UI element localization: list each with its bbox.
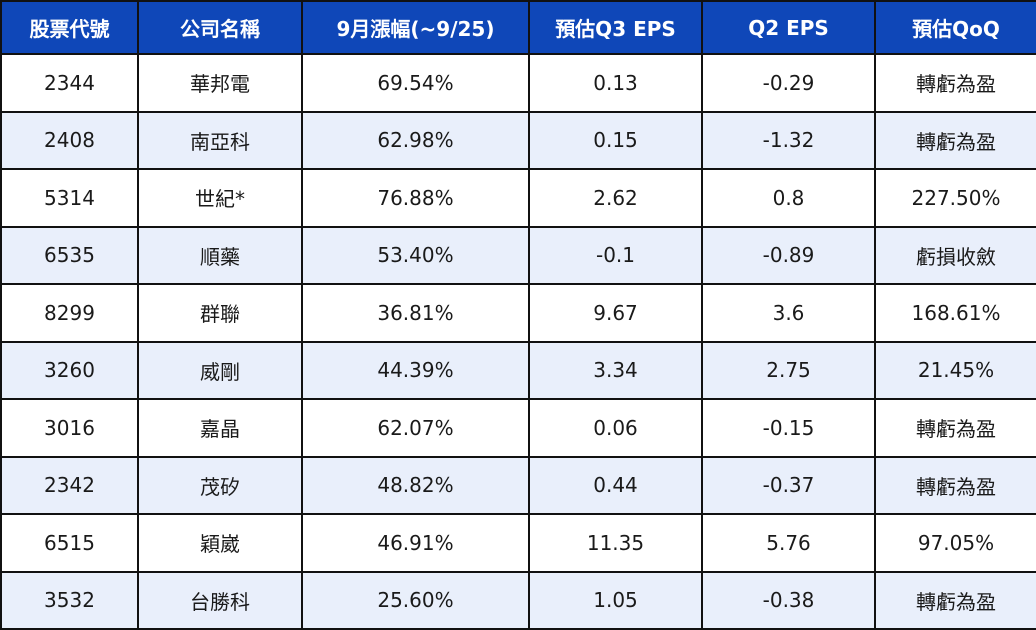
cell-company-name: 威剛 [137, 340, 303, 400]
cell-est-qoq: 轉虧為盈 [874, 53, 1036, 113]
cell-est-q3-eps: 0.06 [528, 398, 703, 458]
cell-est-qoq: 轉虧為盈 [874, 455, 1036, 515]
table-row: 2342 茂矽 48.82% 0.44 -0.37 轉虧為盈 [0, 455, 1036, 515]
cell-est-qoq: 轉虧為盈 [874, 110, 1036, 170]
table-row: 6535 順藥 53.40% -0.1 -0.89 虧損收斂 [0, 225, 1036, 285]
cell-company-name: 群聯 [137, 283, 303, 343]
cell-q2-eps: -0.15 [701, 398, 876, 458]
header-est-q3-eps: 預估Q3 EPS [528, 0, 703, 55]
header-stock-code: 股票代號 [0, 0, 139, 55]
cell-company-name: 世紀* [137, 168, 303, 228]
cell-est-q3-eps: 9.67 [528, 283, 703, 343]
table-row: 2344 華邦電 69.54% 0.13 -0.29 轉虧為盈 [0, 53, 1036, 113]
cell-q2-eps: -0.37 [701, 455, 876, 515]
cell-september-gain: 69.54% [301, 53, 530, 113]
header-company-name: 公司名稱 [137, 0, 303, 55]
cell-stock-code: 2344 [0, 53, 139, 113]
cell-company-name: 嘉晶 [137, 398, 303, 458]
cell-september-gain: 62.07% [301, 398, 530, 458]
cell-est-q3-eps: -0.1 [528, 225, 703, 285]
cell-est-q3-eps: 2.62 [528, 168, 703, 228]
cell-september-gain: 53.40% [301, 225, 530, 285]
cell-est-q3-eps: 3.34 [528, 340, 703, 400]
cell-company-name: 台勝科 [137, 570, 303, 630]
cell-est-q3-eps: 1.05 [528, 570, 703, 630]
cell-est-qoq: 虧損收斂 [874, 225, 1036, 285]
table-row: 5314 世紀* 76.88% 2.62 0.8 227.50% [0, 168, 1036, 228]
table-row: 2408 南亞科 62.98% 0.15 -1.32 轉虧為盈 [0, 110, 1036, 170]
cell-stock-code: 6515 [0, 513, 139, 573]
cell-september-gain: 36.81% [301, 283, 530, 343]
cell-stock-code: 3016 [0, 398, 139, 458]
cell-est-qoq: 227.50% [874, 168, 1036, 228]
cell-q2-eps: 5.76 [701, 513, 876, 573]
cell-est-qoq: 97.05% [874, 513, 1036, 573]
cell-september-gain: 62.98% [301, 110, 530, 170]
cell-est-qoq: 21.45% [874, 340, 1036, 400]
cell-q2-eps: 2.75 [701, 340, 876, 400]
cell-est-qoq: 168.61% [874, 283, 1036, 343]
cell-est-qoq: 轉虧為盈 [874, 398, 1036, 458]
table-header-row: 股票代號 公司名稱 9月漲幅(~9/25) 預估Q3 EPS Q2 EPS 預估… [0, 0, 1036, 55]
cell-september-gain: 44.39% [301, 340, 530, 400]
cell-stock-code: 5314 [0, 168, 139, 228]
table-row: 3532 台勝科 25.60% 1.05 -0.38 轉虧為盈 [0, 570, 1036, 630]
cell-stock-code: 2342 [0, 455, 139, 515]
cell-q2-eps: -0.38 [701, 570, 876, 630]
cell-q2-eps: -0.89 [701, 225, 876, 285]
cell-company-name: 茂矽 [137, 455, 303, 515]
table-row: 8299 群聯 36.81% 9.67 3.6 168.61% [0, 283, 1036, 343]
cell-est-q3-eps: 0.44 [528, 455, 703, 515]
cell-stock-code: 6535 [0, 225, 139, 285]
header-q2-eps: Q2 EPS [701, 0, 876, 55]
cell-stock-code: 3532 [0, 570, 139, 630]
cell-q2-eps: 0.8 [701, 168, 876, 228]
cell-q2-eps: -0.29 [701, 53, 876, 113]
cell-est-q3-eps: 11.35 [528, 513, 703, 573]
cell-est-qoq: 轉虧為盈 [874, 570, 1036, 630]
cell-est-q3-eps: 0.15 [528, 110, 703, 170]
cell-company-name: 順藥 [137, 225, 303, 285]
cell-september-gain: 46.91% [301, 513, 530, 573]
cell-september-gain: 76.88% [301, 168, 530, 228]
cell-stock-code: 3260 [0, 340, 139, 400]
cell-est-q3-eps: 0.13 [528, 53, 703, 113]
table-row: 3260 威剛 44.39% 3.34 2.75 21.45% [0, 340, 1036, 400]
cell-q2-eps: 3.6 [701, 283, 876, 343]
cell-company-name: 南亞科 [137, 110, 303, 170]
cell-september-gain: 25.60% [301, 570, 530, 630]
header-september-gain: 9月漲幅(~9/25) [301, 0, 530, 55]
cell-stock-code: 8299 [0, 283, 139, 343]
header-est-qoq: 預估QoQ [874, 0, 1036, 55]
cell-september-gain: 48.82% [301, 455, 530, 515]
cell-q2-eps: -1.32 [701, 110, 876, 170]
cell-company-name: 華邦電 [137, 53, 303, 113]
cell-company-name: 穎崴 [137, 513, 303, 573]
cell-stock-code: 2408 [0, 110, 139, 170]
table-row: 6515 穎崴 46.91% 11.35 5.76 97.05% [0, 513, 1036, 573]
table-row: 3016 嘉晶 62.07% 0.06 -0.15 轉虧為盈 [0, 398, 1036, 458]
